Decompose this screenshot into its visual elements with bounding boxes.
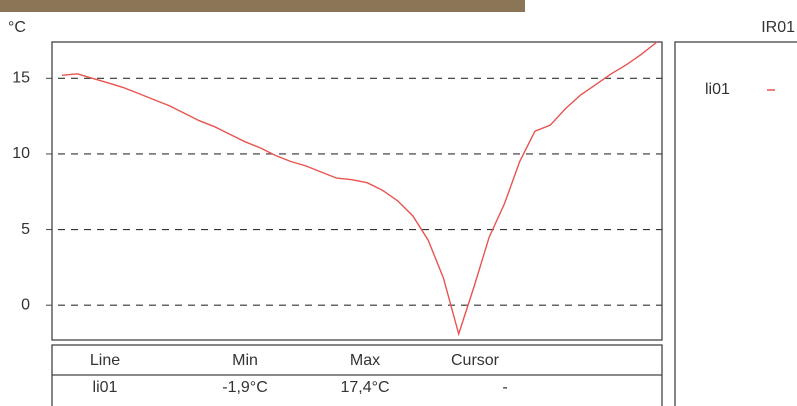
table-cell: -1,9°C: [222, 379, 268, 396]
table-cell: -: [502, 379, 507, 396]
legend-frame: [674, 41, 797, 406]
y-tick-label: 15: [12, 70, 30, 87]
table-header: Max: [350, 352, 380, 369]
y-axis-label: °C: [8, 19, 26, 36]
panel-title: IR01: [761, 19, 795, 36]
legend-label: li01: [705, 81, 730, 98]
plot-frame: [51, 41, 663, 341]
data-line: [61, 41, 658, 337]
y-tick-label: 0: [21, 296, 30, 313]
table-header: Line: [90, 352, 120, 369]
table-cell: 17,4°C: [340, 379, 389, 396]
stats-table: [51, 344, 663, 406]
y-tick-label: 5: [21, 221, 30, 238]
table-header: Min: [232, 352, 258, 369]
thumbnail-strip: [0, 0, 525, 12]
table-cell: li01: [93, 379, 118, 396]
table-header: Cursor: [451, 352, 500, 369]
y-tick-label: 10: [12, 145, 30, 162]
